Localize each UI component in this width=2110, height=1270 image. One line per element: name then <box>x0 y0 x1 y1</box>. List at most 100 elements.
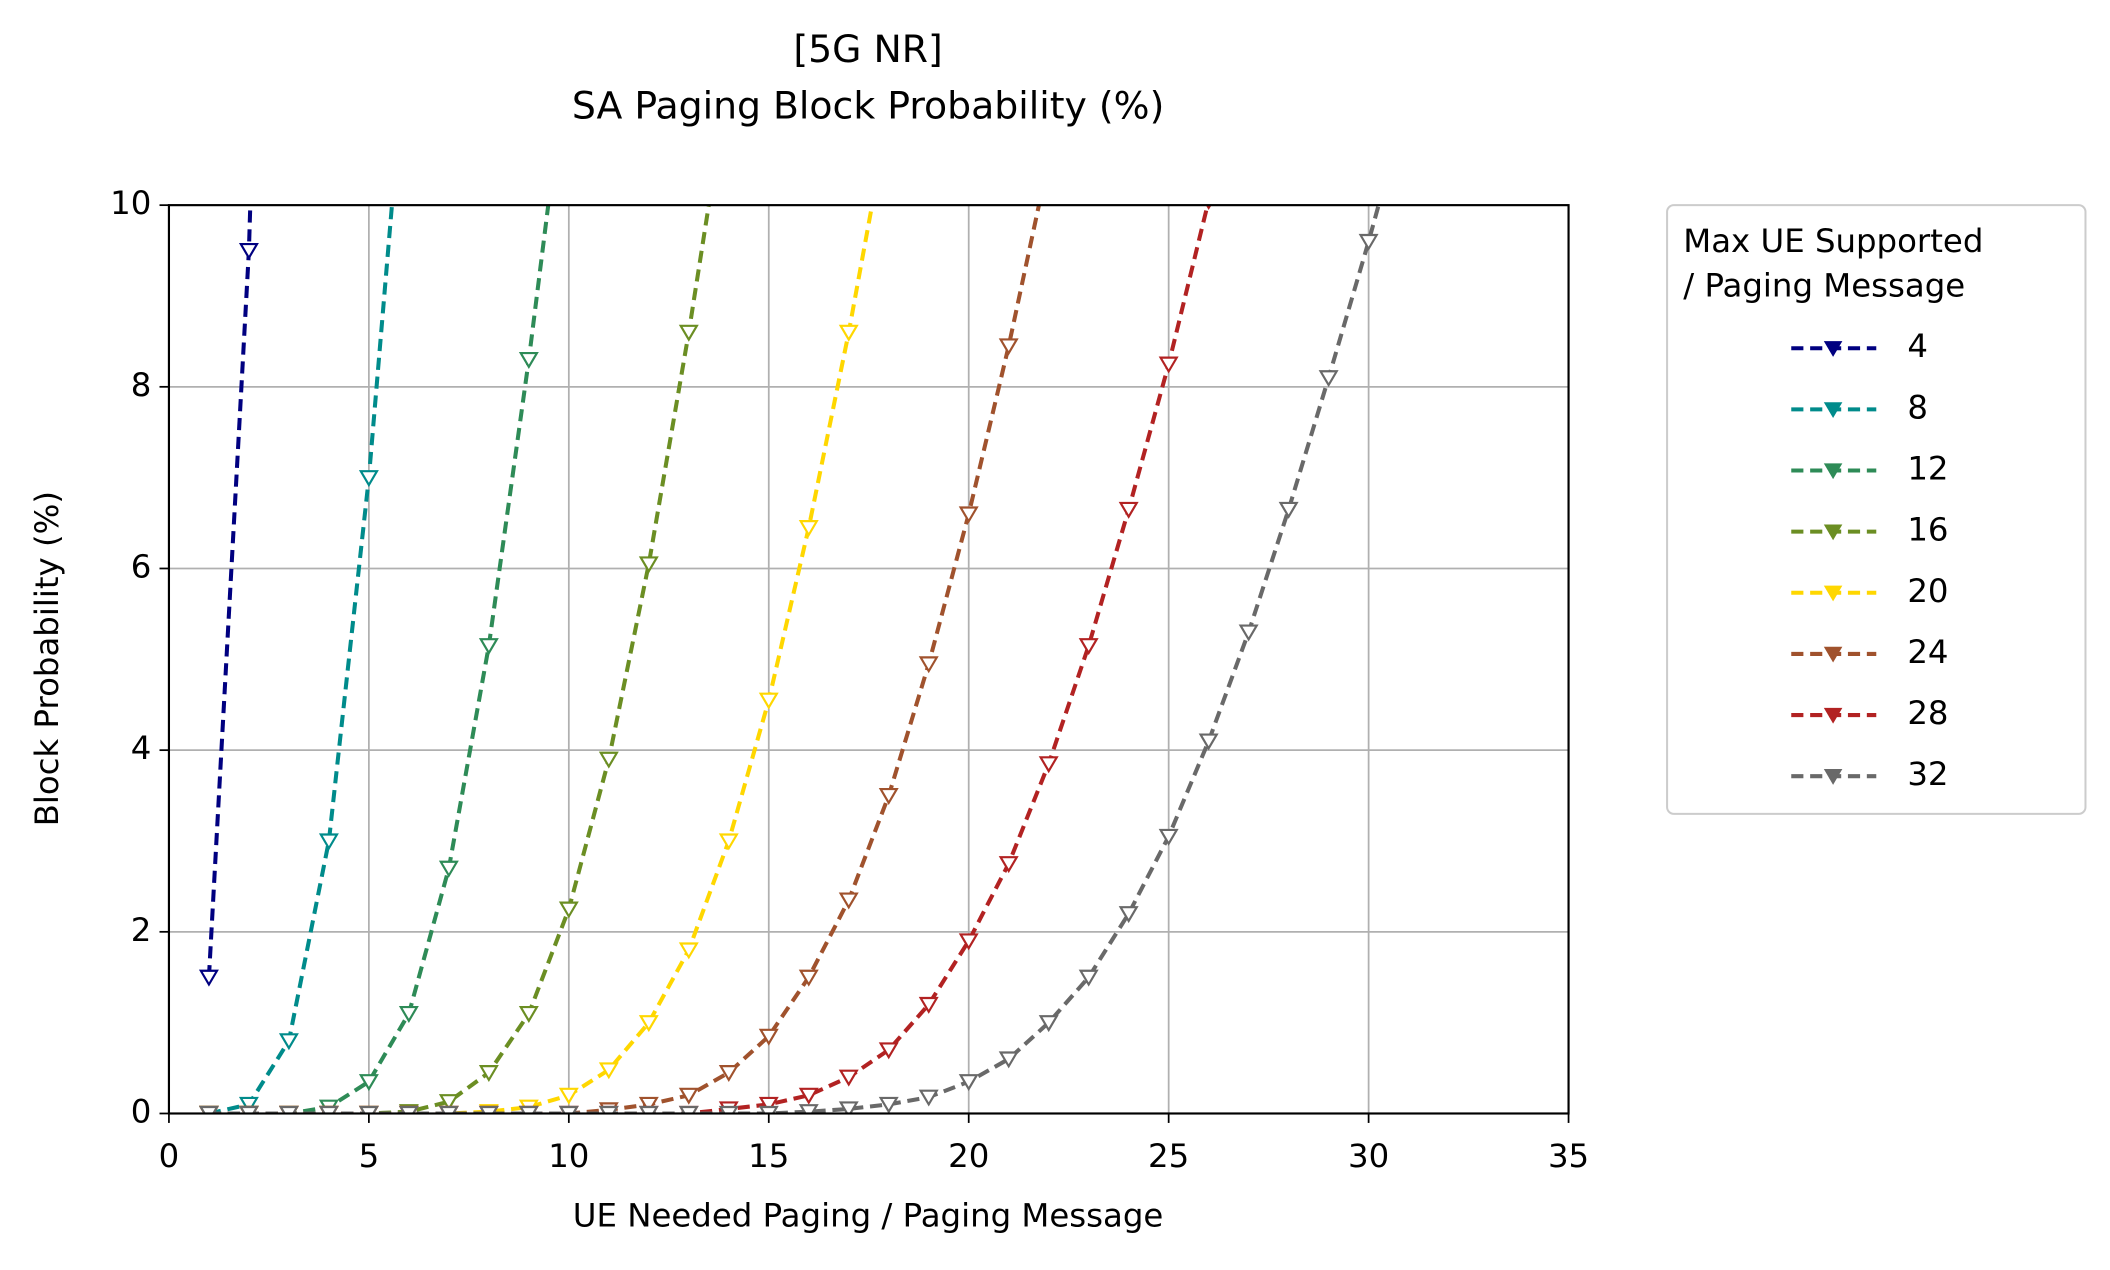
data-point <box>558 1105 579 1114</box>
data-point <box>518 352 539 369</box>
data-point <box>478 1065 499 1083</box>
y-tick-label: 10 <box>110 184 151 222</box>
legend-marker <box>1823 585 1843 602</box>
data-point <box>478 638 499 656</box>
data-point <box>1118 906 1139 924</box>
data-point <box>1278 501 1299 519</box>
data-point <box>878 1042 899 1060</box>
data-point <box>1318 370 1339 388</box>
data-point <box>558 901 579 919</box>
data-point <box>278 1105 299 1114</box>
axes-frame <box>167 204 1570 1115</box>
series-line <box>208 205 875 1114</box>
data-point <box>238 243 259 260</box>
data-point <box>598 1062 619 1080</box>
data-point <box>798 1104 819 1114</box>
y-tick-label: 0 <box>131 1092 152 1130</box>
legend-label: 20 <box>1907 572 1948 610</box>
x-tick-label: 5 <box>359 1137 380 1175</box>
data-point <box>678 942 699 960</box>
legend-marker <box>1823 769 1843 785</box>
data-point <box>638 1105 659 1114</box>
data-point <box>758 692 779 710</box>
x-tick-label: 25 <box>1148 1137 1189 1175</box>
data-point <box>878 1096 899 1114</box>
data-point <box>1238 624 1259 642</box>
data-point <box>238 1105 259 1114</box>
data-point <box>998 338 1019 356</box>
data-point <box>438 1094 459 1112</box>
y-tick-label: 6 <box>131 547 152 585</box>
data-point <box>358 1074 379 1092</box>
legend-label: 8 <box>1907 388 1928 426</box>
x-tick-label: 20 <box>948 1137 989 1175</box>
data-point <box>1078 638 1099 656</box>
data-point <box>838 1069 859 1087</box>
data-point <box>198 969 219 987</box>
y-tick-label: 4 <box>131 729 152 767</box>
series-line <box>208 205 394 1114</box>
data-point <box>838 324 859 342</box>
data-point <box>518 1006 539 1023</box>
legend: 4 8 12 16 20 24 28 32 <box>1791 327 1949 793</box>
data-point <box>998 1051 1019 1069</box>
data-point <box>958 1074 979 1092</box>
data-point <box>798 969 819 987</box>
legend-marker <box>1823 524 1843 541</box>
data-point <box>598 751 619 769</box>
x-axis-label: UE Needed Paging / Paging Message <box>573 1196 1164 1234</box>
axes: 0 5 10 15 20 25 30 35 0 2 4 6 8 10 <box>110 184 1589 1175</box>
x-tick-label: 35 <box>1548 1137 1589 1175</box>
y-tick-label: 8 <box>131 366 152 404</box>
x-tick-label: 10 <box>548 1137 589 1175</box>
legend-title: / Paging Message <box>1683 266 1965 304</box>
data-point <box>198 1105 219 1114</box>
legend-title: Max UE Supported <box>1683 222 1983 260</box>
data-point <box>678 324 699 342</box>
data-point <box>1038 756 1059 774</box>
legend-marker <box>1823 646 1843 663</box>
data-point <box>358 1105 379 1114</box>
y-axis-label: Block Probability (%) <box>28 491 66 826</box>
chart-title: [5G NR] <box>793 27 942 71</box>
data-point <box>838 892 859 910</box>
x-tick-label: 30 <box>1348 1137 1389 1175</box>
data-point <box>838 1101 859 1114</box>
x-tick-label: 0 <box>159 1137 180 1175</box>
data-point <box>718 1065 739 1083</box>
data-point <box>558 1087 579 1105</box>
data-point <box>1158 356 1179 374</box>
data-point <box>598 1105 619 1114</box>
legend-label: 28 <box>1907 694 1948 732</box>
data-point <box>318 833 339 851</box>
data-point <box>1158 828 1179 846</box>
data-point <box>438 860 459 878</box>
data-point <box>358 470 379 488</box>
legend-marker <box>1823 341 1843 357</box>
data-point <box>678 1087 699 1105</box>
data-point <box>998 856 1019 874</box>
data-point <box>398 1105 419 1114</box>
legend-label: 12 <box>1907 449 1948 487</box>
data-point <box>798 1087 819 1105</box>
data-point <box>278 1033 299 1051</box>
data-point <box>758 1096 779 1114</box>
data-point <box>958 506 979 524</box>
data-point <box>918 996 939 1014</box>
legend-box <box>1666 204 2087 815</box>
data-point <box>638 1096 659 1114</box>
data-point <box>718 833 739 851</box>
data-point <box>1118 501 1139 519</box>
data-point <box>918 1089 939 1107</box>
data-point <box>238 1096 259 1114</box>
legend-label: 32 <box>1907 755 1948 793</box>
data-point <box>638 1015 659 1033</box>
plot-area <box>198 205 1381 1114</box>
data-point <box>798 520 819 538</box>
chart-title: SA Paging Block Probability (%) <box>572 83 1165 127</box>
series-line <box>208 205 1042 1114</box>
x-tick-label: 15 <box>748 1137 789 1175</box>
legend-label: 4 <box>1907 327 1928 365</box>
